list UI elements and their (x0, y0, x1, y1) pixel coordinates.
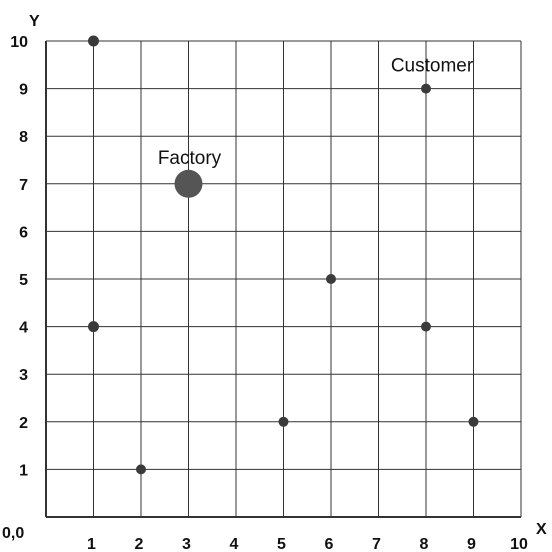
grid (45, 40, 522, 518)
y-tick-label: 3 (19, 367, 28, 384)
x-axis-label: X (536, 521, 547, 538)
y-tick-label: 7 (19, 177, 28, 194)
y-tick-label: 6 (19, 224, 28, 241)
factory-point (174, 169, 203, 198)
x-tick-labels: 1 2 3 4 5 6 7 8 9 10 (87, 536, 528, 552)
origin-label: 0,0 (2, 525, 24, 542)
data-points (88, 35, 479, 475)
factory-label: Factory (158, 148, 222, 169)
data-point (88, 35, 99, 47)
data-point (326, 274, 336, 284)
data-point (468, 416, 479, 427)
x-tick-label: 2 (135, 536, 144, 552)
y-tick-label: 1 (19, 462, 28, 479)
x-tick-label: 4 (230, 536, 239, 552)
x-tick-label: 10 (510, 536, 528, 552)
x-tick-label: 6 (325, 536, 334, 552)
data-point (136, 464, 146, 475)
data-point (421, 83, 431, 94)
x-tick-label: 8 (420, 536, 429, 552)
y-tick-label: 9 (19, 82, 28, 99)
x-tick-label: 9 (467, 536, 476, 552)
data-point (421, 321, 431, 332)
customer-label: Customer (391, 56, 474, 77)
x-tick-label: 3 (182, 536, 191, 552)
y-tick-label: 5 (19, 272, 28, 289)
y-tick-label: 8 (19, 129, 28, 146)
y-tick-label: 10 (10, 34, 28, 51)
data-point (278, 416, 289, 427)
x-tick-label: 5 (277, 536, 286, 552)
y-tick-label: 4 (19, 320, 28, 337)
data-point (88, 321, 99, 333)
x-tick-label: 7 (372, 536, 381, 552)
y-axis-label: Y (29, 13, 40, 30)
x-tick-label: 1 (87, 536, 96, 552)
y-tick-label: 2 (19, 415, 28, 432)
y-tick-labels: 1 2 3 4 5 6 7 8 9 10 (10, 34, 28, 479)
